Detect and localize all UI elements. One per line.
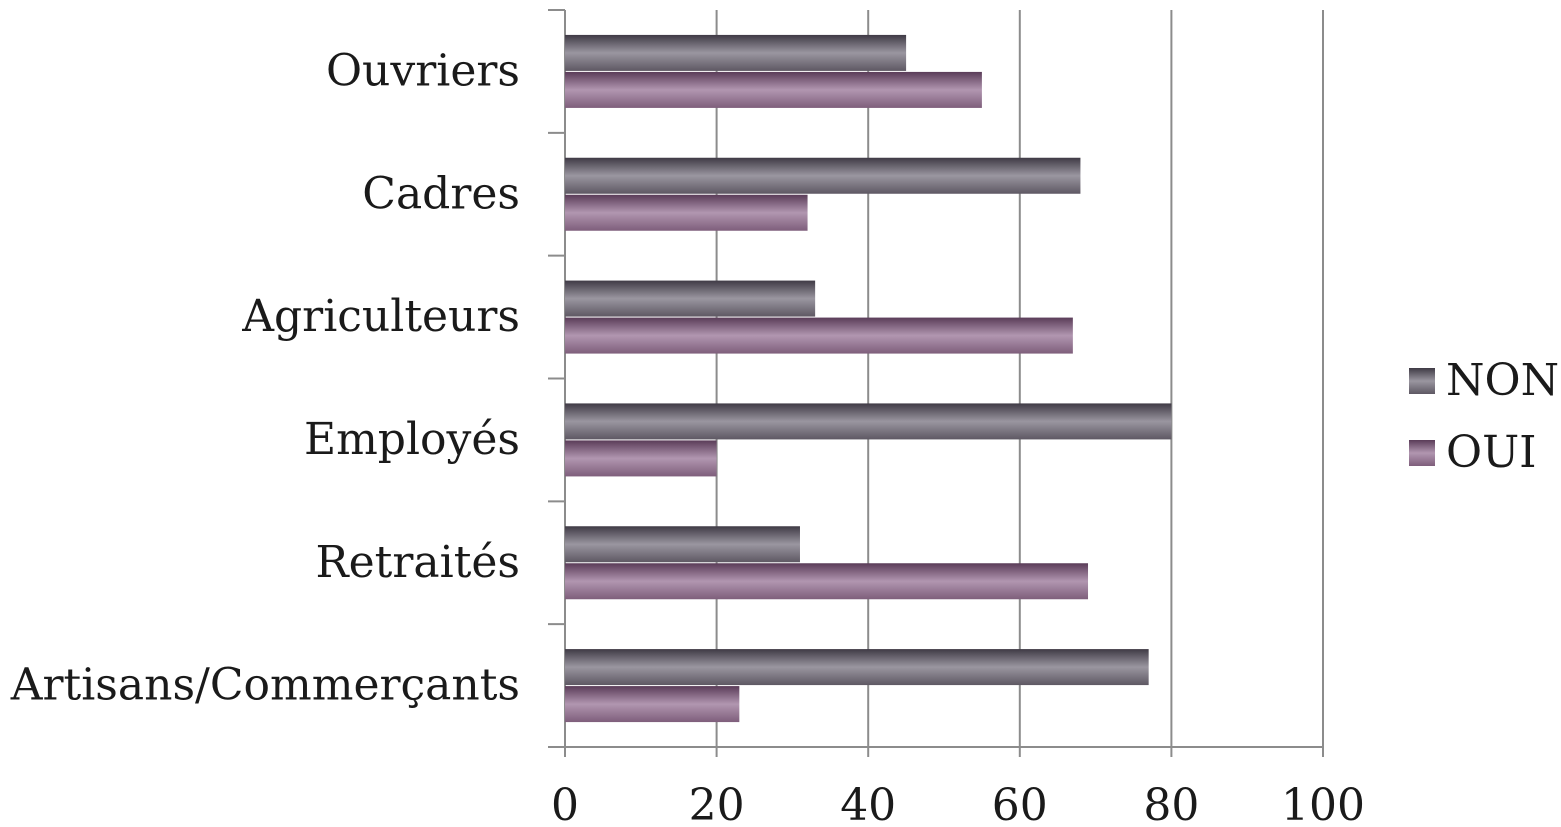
legend: NON OUI xyxy=(1409,355,1559,478)
category-label: Retraités xyxy=(316,537,521,588)
bar-non xyxy=(565,526,800,563)
x-tick-label: 20 xyxy=(689,780,745,827)
bar-non xyxy=(565,34,907,71)
gridlines xyxy=(715,10,1324,747)
bars xyxy=(565,34,1172,723)
legend-swatch-non xyxy=(1409,368,1435,394)
x-tick-label: 40 xyxy=(840,780,896,827)
bar-non xyxy=(565,280,816,317)
category-labels: Ouvriers Cadres Agriculteurs Employés Retrai… xyxy=(10,45,520,710)
bar-non xyxy=(565,649,1149,686)
bar-non xyxy=(565,403,1172,440)
category-label: Artisans/Commerçants xyxy=(10,660,520,711)
legend-swatch-oui xyxy=(1409,440,1435,466)
bar-non xyxy=(565,157,1081,194)
category-label: Cadres xyxy=(362,168,520,219)
bar-oui xyxy=(565,440,717,477)
bar-oui xyxy=(565,317,1073,354)
axes xyxy=(548,9,1324,757)
category-label: Employés xyxy=(304,414,520,465)
bar-oui xyxy=(565,71,982,108)
x-tick-label: 100 xyxy=(1281,780,1365,827)
legend-label-oui: OUI xyxy=(1446,427,1537,478)
category-label: Agriculteurs xyxy=(241,291,520,342)
bar-oui xyxy=(565,194,808,231)
x-tick-label: 80 xyxy=(1143,780,1199,827)
bar-oui xyxy=(565,686,740,723)
x-tick-label: 0 xyxy=(551,780,579,827)
x-tick-labels: 0 20 40 60 80 100 xyxy=(551,780,1365,827)
category-label: Ouvriers xyxy=(326,45,520,96)
x-tick-label: 60 xyxy=(992,780,1048,827)
legend-label-non: NON xyxy=(1446,355,1559,406)
bar-oui xyxy=(565,563,1089,600)
